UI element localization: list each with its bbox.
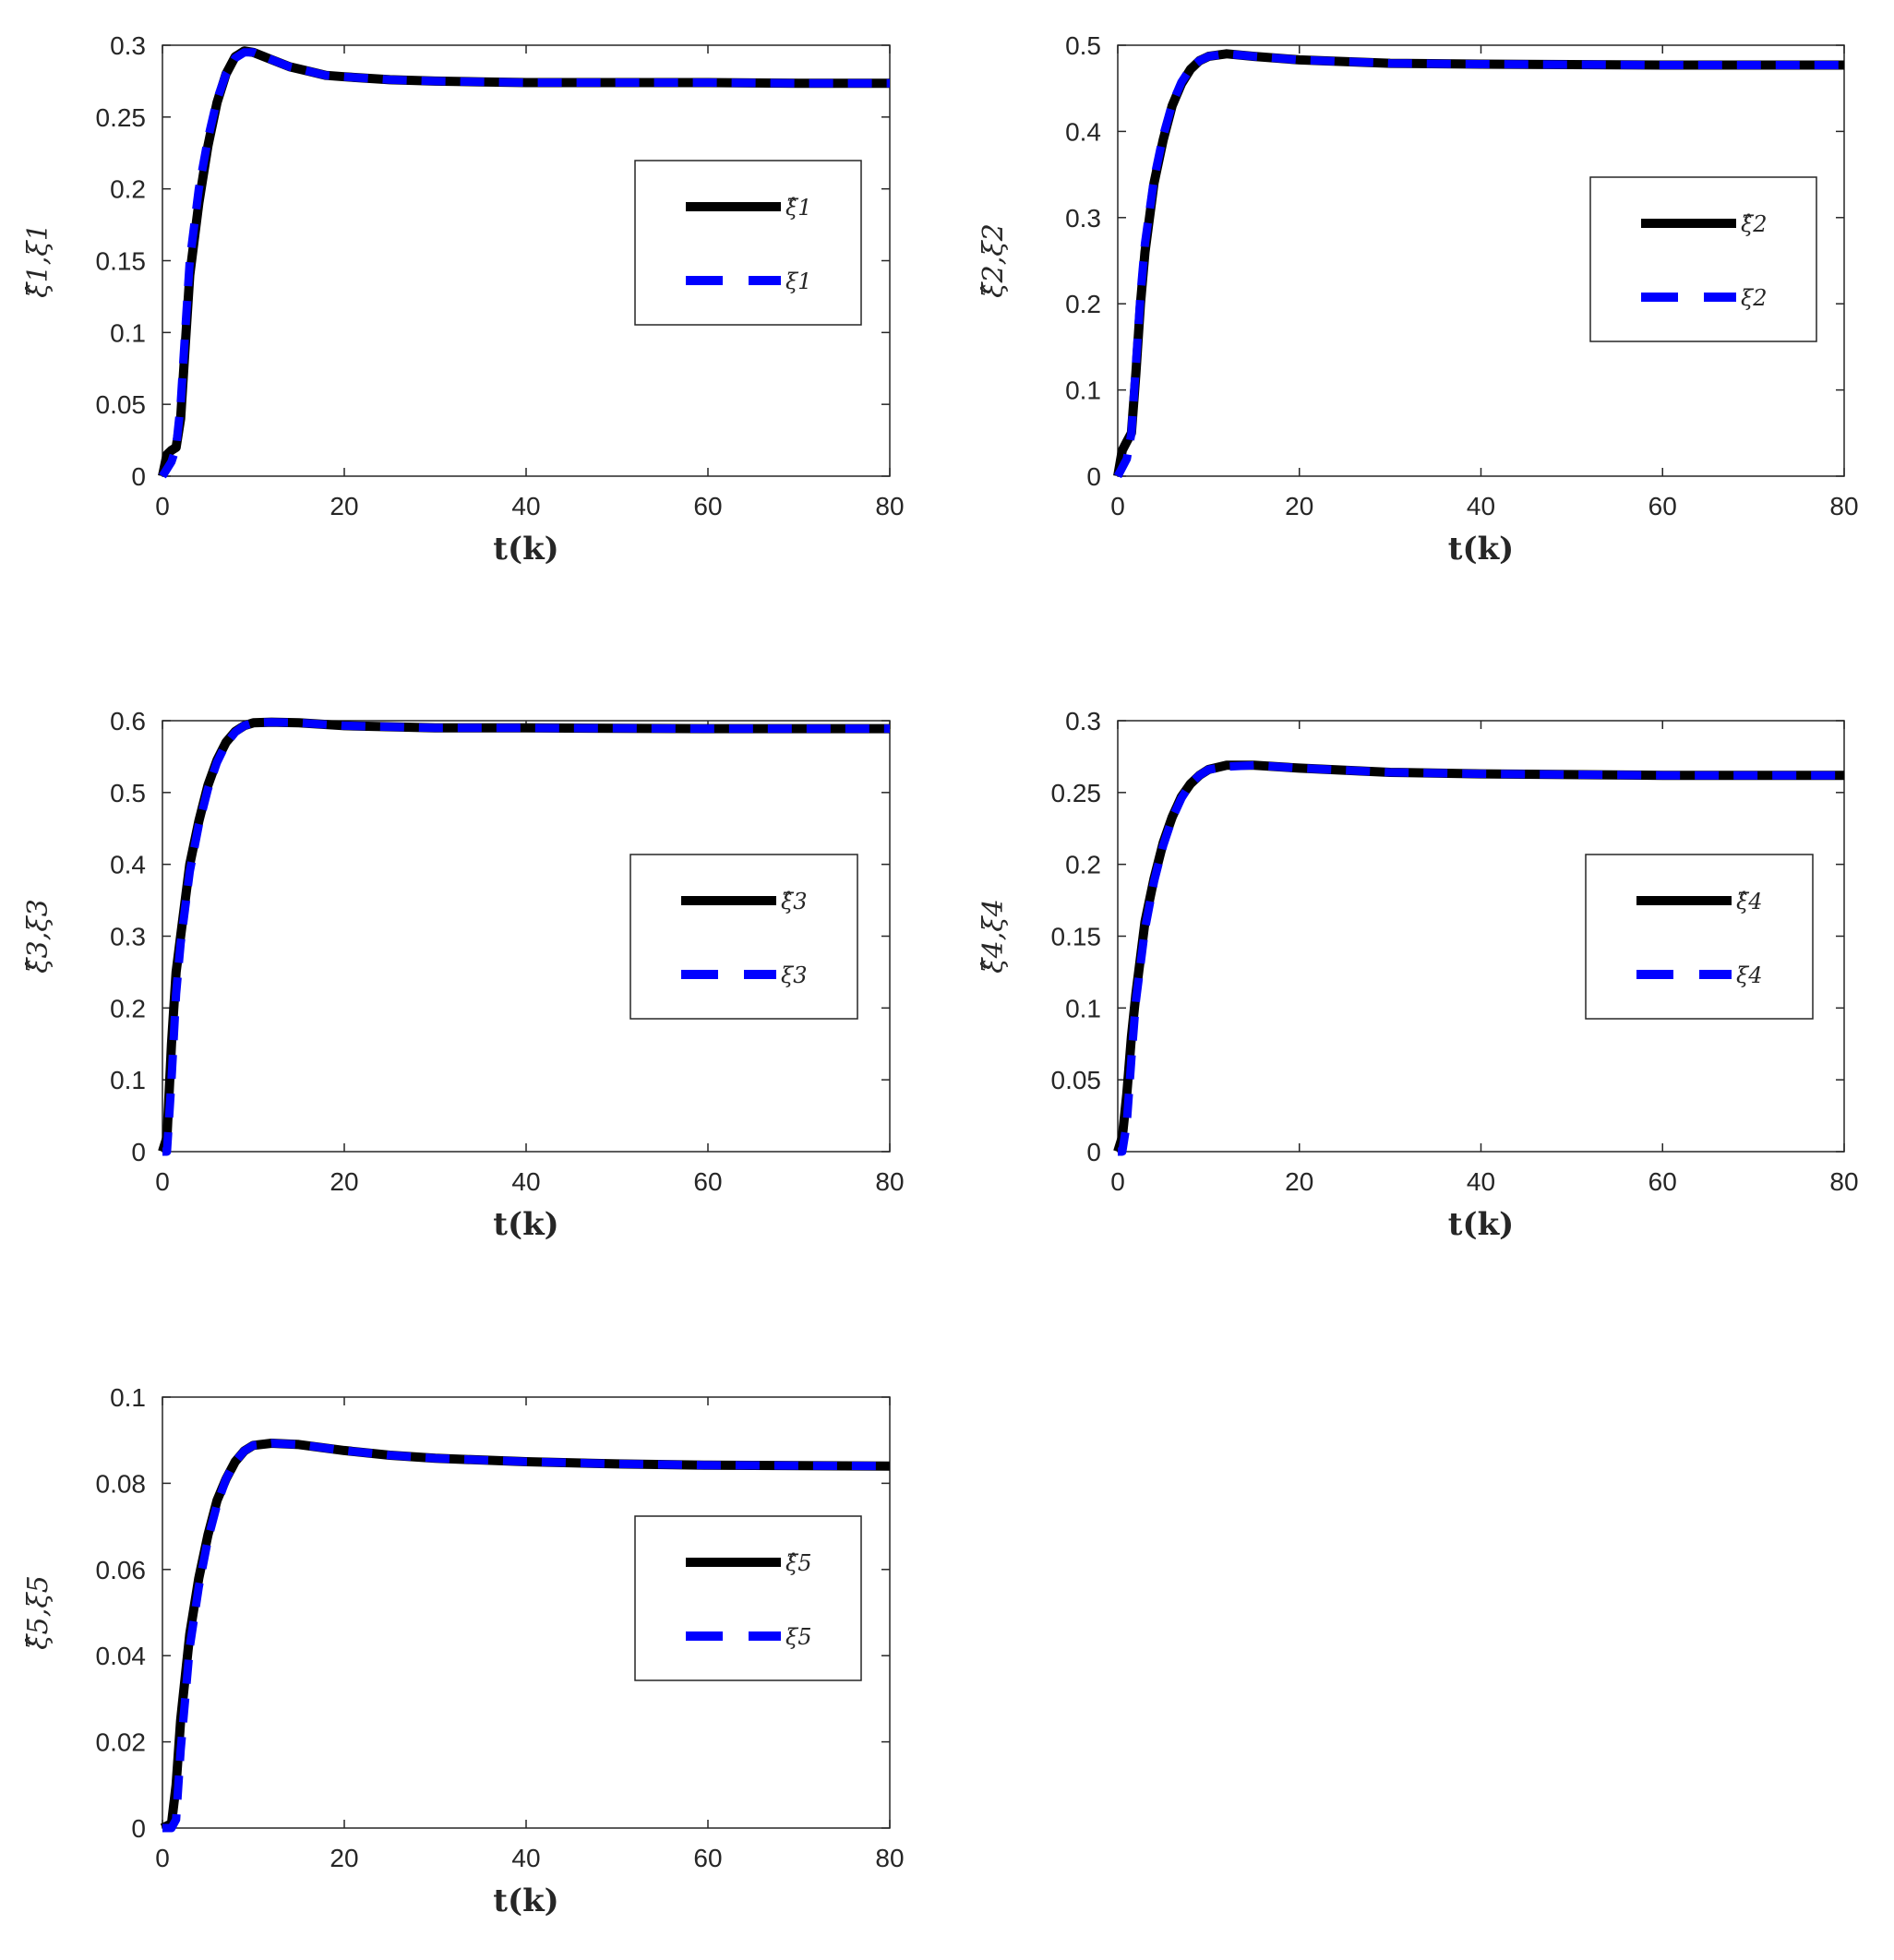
x-tick-label: 0 xyxy=(155,492,170,520)
y-tick-label: 0.2 xyxy=(110,175,146,204)
x-tick-label: 0 xyxy=(155,1167,170,1196)
legend-box xyxy=(634,160,862,326)
y-tick-label: 0.5 xyxy=(1065,31,1101,60)
y-tick-label: 0.3 xyxy=(1065,707,1101,735)
series-line-actual xyxy=(162,1439,891,1833)
x-tick-label: 40 xyxy=(1467,492,1495,520)
x-tick-label: 80 xyxy=(1829,492,1858,520)
x-tick-label: 80 xyxy=(1829,1167,1858,1196)
y-tick-label: 0.3 xyxy=(110,31,146,60)
y-tick-label: 0.04 xyxy=(96,1642,147,1670)
legend: ξ̂5 ξ5 xyxy=(634,1515,862,1681)
x-tick-label: 40 xyxy=(511,492,540,520)
x-axis-label: t(k) xyxy=(493,1206,558,1243)
x-axis-label: t(k) xyxy=(493,1882,558,1919)
x-tick-label: 40 xyxy=(511,1167,540,1196)
x-axis-label: t(k) xyxy=(1448,1206,1514,1243)
y-tick-label: 0.1 xyxy=(110,1383,146,1412)
x-tick-label: 0 xyxy=(1110,1167,1125,1196)
x-tick-label: 40 xyxy=(1467,1167,1495,1196)
y-axis-label: ξ̂3,ξ3 xyxy=(22,899,54,974)
x-tick-label: 60 xyxy=(693,492,722,520)
y-tick-label: 0.15 xyxy=(96,247,147,276)
x-tick-label: 80 xyxy=(875,1167,904,1196)
x-axis-label: t(k) xyxy=(1448,531,1514,568)
legend-box xyxy=(1585,854,1814,1020)
y-tick-label: 0.25 xyxy=(96,103,147,132)
legend-label-2: ξ5 xyxy=(785,1624,812,1650)
legend-label-1: ξ̂2 xyxy=(1741,211,1768,237)
y-tick-label: 0.02 xyxy=(96,1728,147,1757)
legend-label-2: ξ2 xyxy=(1741,285,1768,311)
legend-label-1: ξ̂5 xyxy=(785,1550,812,1576)
y-axis-label: ξ̂5,ξ5 xyxy=(22,1575,54,1650)
y-tick-label: 0.6 xyxy=(110,707,146,735)
subplot-1: 0 20 40 60 80 0 0.05 0.1 0.15 0.2 0.25 0.3 t(k) ξ̂1,ξ… xyxy=(22,31,905,568)
legend-label-2: ξ4 xyxy=(1736,962,1763,988)
legend-label-1: ξ̂4 xyxy=(1736,889,1763,914)
x-axis-label: t(k) xyxy=(493,531,558,568)
y-tick-label: 0.2 xyxy=(1065,851,1101,879)
subplot-2: 0 20 40 60 80 0 0.1 0.2 0.3 0.4 0.5 t(k) ξ̂2,ξ2 ξ̂2 ξ2 xyxy=(977,31,1859,568)
x-tick-label: 20 xyxy=(1285,1167,1313,1196)
y-tick-label: 0.1 xyxy=(1065,376,1101,405)
x-tick-label: 20 xyxy=(330,1167,358,1196)
x-tick-label: 60 xyxy=(693,1844,722,1872)
legend-box xyxy=(634,1515,862,1681)
series-line-actual xyxy=(1114,49,1844,479)
series-line-actual xyxy=(162,718,890,1156)
y-tick-label: 0.5 xyxy=(110,779,146,807)
legend: ξ̂2 ξ2 xyxy=(1589,176,1817,342)
x-tick-label: 20 xyxy=(330,492,358,520)
x-tick-label: 60 xyxy=(1648,1167,1677,1196)
y-axis-label: ξ̂2,ξ2 xyxy=(977,223,1010,298)
y-tick-label: 0.15 xyxy=(1051,923,1102,951)
x-tick-label: 0 xyxy=(155,1844,170,1872)
legend: ξ̂1 ξ1 xyxy=(634,160,862,326)
legend-box xyxy=(1589,176,1817,342)
y-tick-label: 0 xyxy=(131,1138,146,1166)
y-tick-label: 0.3 xyxy=(110,923,146,951)
x-tick-label: 40 xyxy=(511,1844,540,1872)
legend: ξ̂4 ξ4 xyxy=(1585,854,1814,1020)
y-tick-label: 0 xyxy=(131,462,146,491)
y-tick-label: 0.2 xyxy=(1065,290,1101,318)
legend-label-1: ξ̂1 xyxy=(785,195,812,221)
series-line-actual xyxy=(159,48,890,479)
legend-label-2: ξ3 xyxy=(781,962,808,988)
legend-label-2: ξ1 xyxy=(785,269,812,294)
subplot-3: 0 20 40 60 80 0 0.1 0.2 0.3 0.4 0.5 0.6 t(k) ξ̂3,ξ3 ξ̂… xyxy=(22,707,905,1243)
y-tick-label: 0.1 xyxy=(110,1066,146,1094)
x-tick-label: 0 xyxy=(1110,492,1125,520)
y-tick-label: 0.08 xyxy=(96,1469,147,1498)
subplot-5: 0 20 40 60 80 0 0.02 0.04 0.06 0.08 0.1 t(k) ξ̂5,ξ5 ξ… xyxy=(22,1383,905,1919)
y-tick-label: 0.06 xyxy=(96,1556,147,1584)
y-tick-label: 0.05 xyxy=(96,390,147,419)
y-tick-label: 0.25 xyxy=(1051,779,1102,807)
y-tick-label: 0 xyxy=(1086,1138,1101,1166)
y-tick-label: 0.4 xyxy=(1065,117,1101,146)
y-axis-label: ξ̂1,ξ1 xyxy=(22,223,54,298)
y-tick-label: 0 xyxy=(131,1814,146,1843)
legend: ξ̂3 ξ3 xyxy=(629,854,858,1020)
y-tick-label: 0.3 xyxy=(1065,204,1101,233)
y-axis-label: ξ̂4,ξ4 xyxy=(977,899,1010,974)
legend-box xyxy=(629,854,858,1020)
x-tick-label: 60 xyxy=(1648,492,1677,520)
y-tick-label: 0 xyxy=(1086,462,1101,491)
y-tick-label: 0.2 xyxy=(110,994,146,1022)
y-tick-label: 0.4 xyxy=(110,851,146,879)
x-tick-label: 20 xyxy=(1285,492,1313,520)
y-tick-label: 0.05 xyxy=(1051,1066,1102,1094)
x-tick-label: 80 xyxy=(875,492,904,520)
y-tick-label: 0.1 xyxy=(110,318,146,347)
y-tick-label: 0.1 xyxy=(1065,994,1101,1022)
subplot-4: 0 20 40 60 80 0 0.05 0.1 0.15 0.2 0.25 0.3 t(k) ξ̂4,ξ… xyxy=(977,707,1859,1243)
x-tick-label: 20 xyxy=(330,1844,358,1872)
x-tick-label: 80 xyxy=(875,1844,904,1872)
x-tick-label: 60 xyxy=(693,1167,722,1196)
legend-label-1: ξ̂3 xyxy=(781,889,808,914)
